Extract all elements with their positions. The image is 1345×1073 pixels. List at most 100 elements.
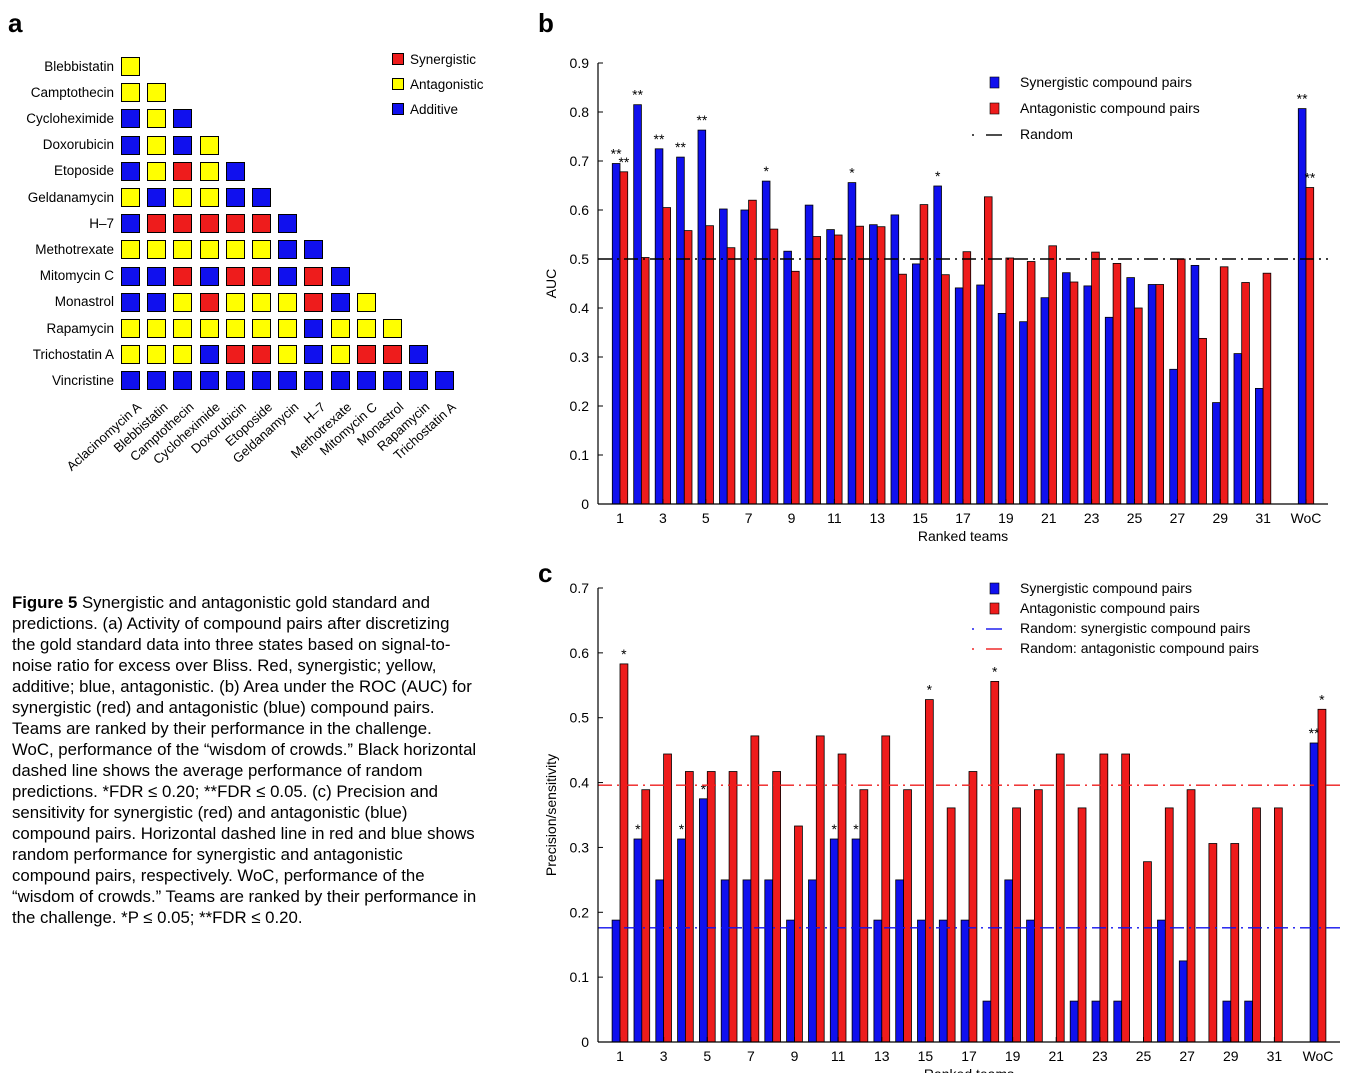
bar xyxy=(794,825,803,1043)
matrix-cell xyxy=(121,188,140,207)
bar xyxy=(983,196,993,505)
bar xyxy=(815,735,825,1043)
panel-a-letter: a xyxy=(8,8,23,38)
matrix-cell xyxy=(147,371,167,391)
matrix-cell xyxy=(121,214,140,234)
matrix-cell xyxy=(173,161,193,181)
bar xyxy=(654,148,664,505)
significance-mark: * xyxy=(679,821,685,837)
x-tick-label: 3 xyxy=(659,510,667,526)
significance-mark: ** xyxy=(1309,725,1320,741)
row-label: H–7 xyxy=(89,215,114,231)
significance-mark: ** xyxy=(611,146,622,162)
matrix-cell xyxy=(252,214,271,234)
bar xyxy=(1262,272,1272,505)
row-label: Cycloheximide xyxy=(26,110,114,126)
bar xyxy=(1069,1000,1079,1043)
bar xyxy=(1155,284,1165,505)
bar xyxy=(1083,285,1093,505)
bar xyxy=(662,207,671,505)
matrix-cell xyxy=(252,319,271,338)
matrix-cell xyxy=(252,240,271,260)
bar xyxy=(1233,353,1243,505)
x-tick-label: 9 xyxy=(791,1048,799,1064)
row-label: Trichostatin A xyxy=(32,346,114,362)
matrix-cell xyxy=(383,319,402,338)
bar xyxy=(873,919,883,1043)
bar xyxy=(911,263,921,505)
significance-mark: * xyxy=(763,163,769,179)
matrix-cell xyxy=(330,371,350,391)
matrix-cell xyxy=(304,319,324,338)
x-tick-label: 27 xyxy=(1179,1048,1195,1064)
bar xyxy=(783,250,792,505)
row-label: Rapamycin xyxy=(46,320,114,336)
row-label: Geldanamycin xyxy=(27,189,114,205)
bar xyxy=(990,681,1000,1043)
y-axis-label: AUC xyxy=(543,269,559,299)
bar xyxy=(676,156,685,505)
y-tick-label: 0.5 xyxy=(570,710,590,726)
bar xyxy=(1297,108,1307,505)
matrix-cell xyxy=(278,319,298,338)
bar xyxy=(1121,753,1131,1043)
bar xyxy=(1026,919,1035,1043)
matrix-cell xyxy=(199,292,219,312)
matrix-cell xyxy=(356,371,376,391)
y-tick-label: 0.7 xyxy=(570,153,590,169)
bar xyxy=(720,879,730,1043)
bar xyxy=(898,273,907,505)
bar xyxy=(859,789,869,1043)
bar xyxy=(1274,807,1283,1043)
bar xyxy=(655,879,665,1043)
bar xyxy=(1208,843,1218,1043)
matrix-cell xyxy=(173,266,193,286)
bar xyxy=(1033,789,1043,1043)
bar xyxy=(946,807,956,1043)
bar xyxy=(1177,258,1186,505)
x-tick-label: 13 xyxy=(869,510,885,526)
bar xyxy=(726,247,736,505)
y-tick-label: 0.6 xyxy=(570,202,590,218)
matrix-cell xyxy=(304,371,324,391)
bar xyxy=(1147,284,1157,505)
bar xyxy=(1219,266,1229,505)
legend-swatch xyxy=(392,78,404,90)
bar xyxy=(833,234,843,505)
x-tick-label: 21 xyxy=(1041,510,1057,526)
matrix-cell xyxy=(173,345,193,365)
x-tick-label: 13 xyxy=(874,1048,890,1064)
bar xyxy=(847,182,857,505)
bar xyxy=(1212,402,1221,505)
bar xyxy=(895,879,905,1043)
bar xyxy=(697,129,707,505)
bar xyxy=(1099,753,1109,1043)
bar xyxy=(1169,368,1178,505)
x-tick-label: 17 xyxy=(961,1048,977,1064)
matrix-cell xyxy=(304,345,324,365)
y-tick-label: 0.4 xyxy=(570,300,590,316)
bar xyxy=(1198,337,1207,505)
y-tick-label: 0.7 xyxy=(570,580,590,596)
row-label: Monastrol xyxy=(54,294,114,310)
matrix-cell xyxy=(304,266,324,286)
y-tick-label: 0.3 xyxy=(570,839,590,855)
bar xyxy=(804,204,814,505)
matrix-cell xyxy=(199,240,219,260)
matrix-cell xyxy=(121,319,140,338)
bar xyxy=(611,919,621,1043)
matrix-cell xyxy=(147,161,167,181)
matrix-cell xyxy=(225,319,245,338)
bar xyxy=(1019,321,1028,505)
bar xyxy=(924,699,934,1043)
matrix-cell xyxy=(330,319,350,338)
bar xyxy=(1305,187,1315,505)
legend-label: Random xyxy=(1020,126,1073,142)
bar xyxy=(1004,879,1014,1043)
x-tick-label: 9 xyxy=(788,510,796,526)
matrix-cell xyxy=(121,240,140,260)
bar xyxy=(1164,807,1174,1043)
matrix-cell xyxy=(121,345,140,365)
matrix-cell xyxy=(356,345,376,365)
legend-swatch xyxy=(989,602,1000,615)
